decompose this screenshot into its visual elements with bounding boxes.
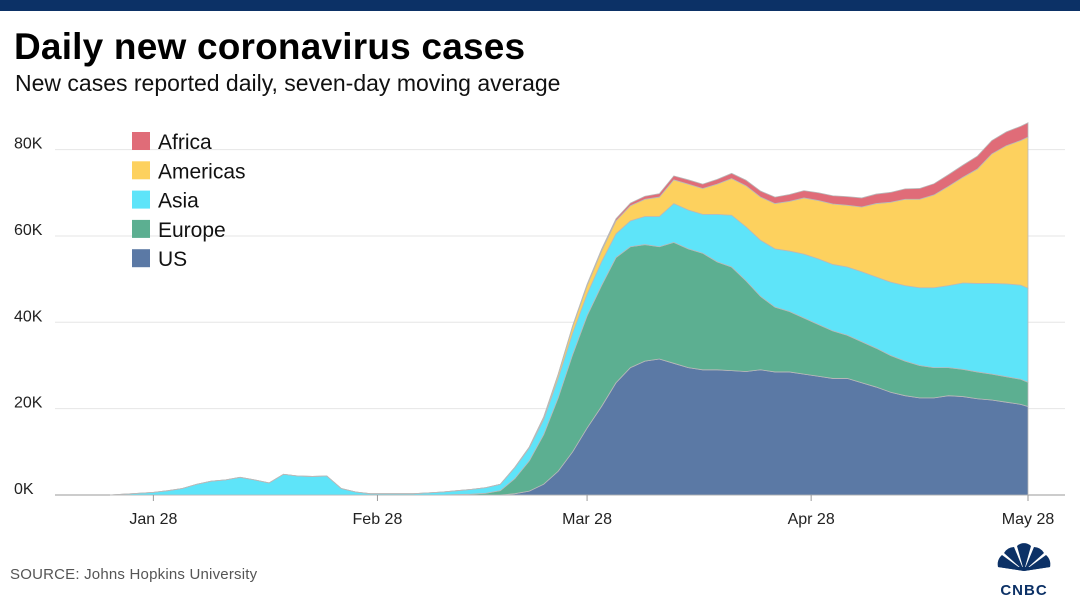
x-tick-label: Jan 28 bbox=[129, 511, 177, 528]
legend-swatch-americas bbox=[132, 161, 150, 180]
x-tick-label: Mar 28 bbox=[562, 511, 612, 528]
legend-label-americas: Americas bbox=[158, 160, 246, 183]
y-tick-label: 60K bbox=[14, 222, 43, 239]
chart-title: Daily new coronavirus cases bbox=[14, 26, 526, 67]
area-series bbox=[109, 122, 1029, 496]
legend-label-africa: Africa bbox=[158, 131, 212, 154]
chart-subtitle: New cases reported daily, seven-day movi… bbox=[15, 70, 561, 96]
legend-swatch-africa bbox=[132, 132, 150, 150]
y-tick-label: 40K bbox=[14, 308, 43, 325]
area-africa bbox=[109, 122, 1029, 496]
legend-label-asia: Asia bbox=[158, 190, 199, 213]
legend: Africa Americas Asia Europe US bbox=[132, 131, 246, 271]
x-tick-label: Apr 28 bbox=[788, 511, 835, 528]
axes: 0K 20K 40K 60K 80K Jan 28 Feb 28 Mar 28 Apr 28 Ma… bbox=[14, 136, 1054, 528]
y-tick-label: 20K bbox=[14, 395, 43, 412]
legend-swatch-asia bbox=[132, 190, 150, 209]
legend-label-europe: Europe bbox=[158, 219, 226, 242]
legend-swatch-us bbox=[132, 249, 150, 268]
x-tick-label: Feb 28 bbox=[353, 511, 403, 528]
top-bar bbox=[0, 0, 1080, 11]
cnbc-peacock-logo: CNBC bbox=[997, 543, 1051, 599]
x-tick-label: May 28 bbox=[1002, 511, 1055, 528]
y-tick-label: 80K bbox=[14, 136, 43, 153]
y-tick-label: 0K bbox=[14, 481, 34, 498]
legend-label-us: US bbox=[158, 248, 187, 271]
legend-swatch-europe bbox=[132, 219, 150, 238]
logo-text: CNBC bbox=[1000, 582, 1047, 599]
source-note: SOURCE: Johns Hopkins University bbox=[10, 566, 258, 583]
